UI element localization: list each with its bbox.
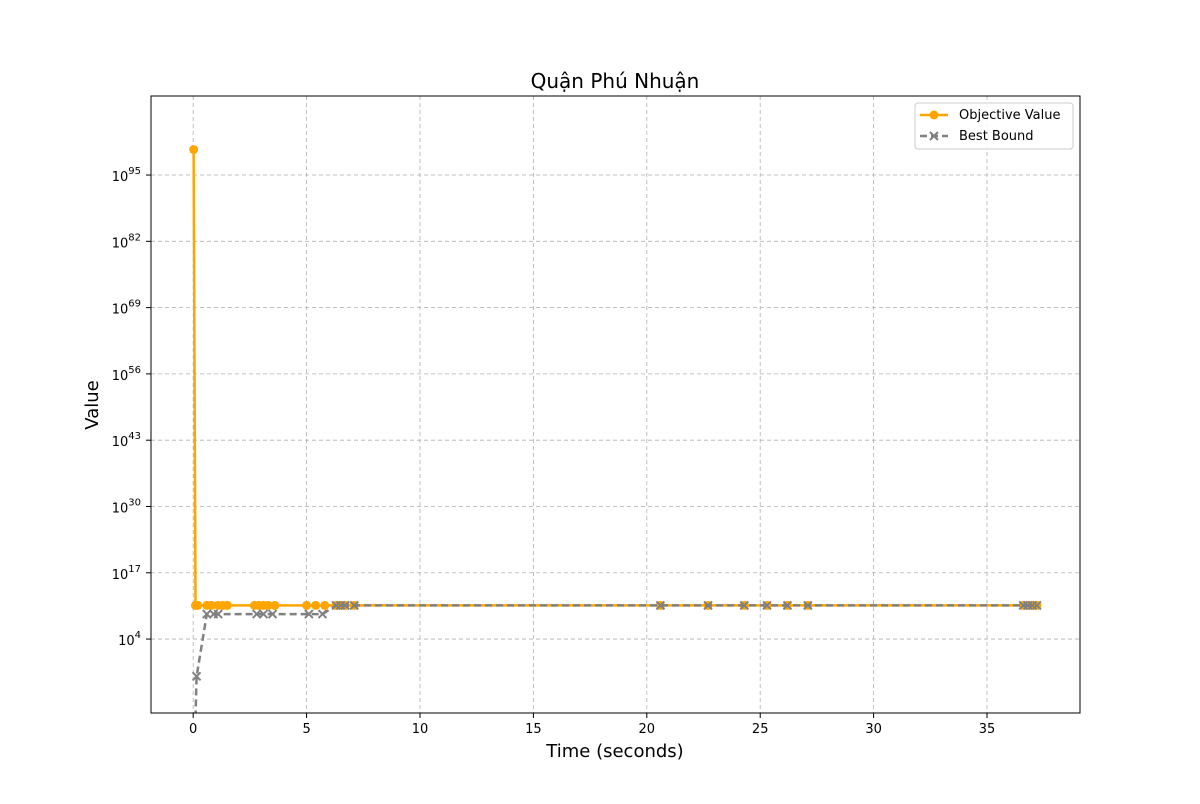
y-tick-label: 1056 <box>112 365 141 384</box>
x-axis-label: Time (seconds) <box>545 741 683 762</box>
x-tick-label: 35 <box>979 722 996 737</box>
x-tick-label: 10 <box>412 722 429 737</box>
objective-value-point <box>193 600 203 610</box>
best-bound-point <box>317 609 328 619</box>
objective-value-point <box>189 145 199 155</box>
objective-value-point <box>302 600 312 610</box>
legend: Objective Value Best Bound <box>914 102 1074 150</box>
best-bound-point <box>703 600 713 611</box>
y-tick-label: 1017 <box>112 564 141 583</box>
legend-bound-marker <box>929 131 939 141</box>
y-axis-label: Value <box>82 380 103 429</box>
y-tick-label: 1082 <box>112 232 141 251</box>
chart-title: Quận Phú Nhuận <box>531 69 700 93</box>
best-bound-point <box>762 600 772 611</box>
x-tick-label: 20 <box>639 722 656 737</box>
best-bound-point <box>340 600 350 611</box>
best-bound-point <box>739 600 750 611</box>
objective-value-point <box>270 600 280 610</box>
y-tick-label: 104 <box>118 630 141 649</box>
best-bound-point <box>349 600 359 611</box>
legend-objective-marker <box>929 110 939 120</box>
plot-frame <box>150 95 1081 714</box>
best-bound-point <box>782 600 793 611</box>
objective-value-point <box>222 600 232 610</box>
series-line-objective-value <box>192 149 1037 607</box>
best-bound-point <box>267 609 278 619</box>
best-bound-point <box>190 757 198 765</box>
best-bound-point <box>251 609 262 619</box>
objective-value-point <box>311 600 321 610</box>
series-line-best-bound <box>194 604 1037 713</box>
x-tick-label: 0 <box>189 722 197 737</box>
y-axis-ticks: 104 1017 1030 1043 1056 1069 1082 1095 <box>112 166 151 649</box>
best-bound-point <box>191 671 202 681</box>
best-bound-point <box>202 609 212 619</box>
y-tick-label: 1095 <box>112 166 141 185</box>
legend-box <box>914 102 1074 150</box>
best-bound-point <box>213 609 223 619</box>
best-bound-point <box>304 609 314 619</box>
x-axis-ticks: 0 5 10 15 20 25 30 35 <box>189 713 995 737</box>
series-layer <box>189 145 1042 765</box>
best-bound-point <box>655 600 666 611</box>
objective-value-point <box>263 600 273 610</box>
best-bound-point <box>803 600 813 611</box>
legend-objective-label: Objective Value <box>959 108 1060 123</box>
y-tick-label: 1030 <box>112 497 141 516</box>
best-bound-point <box>258 609 269 619</box>
y-tick-label: 1069 <box>112 299 141 318</box>
grid-lines <box>151 96 1080 713</box>
best-bound-point <box>1032 600 1042 611</box>
x-tick-label: 5 <box>302 722 310 737</box>
objective-value-point <box>320 600 330 610</box>
x-tick-label: 30 <box>865 722 882 737</box>
x-tick-label: 25 <box>752 722 769 737</box>
objective-value-point <box>206 600 216 610</box>
legend-bound-label: Best Bound <box>959 129 1034 144</box>
x-tick-label: 15 <box>525 722 542 737</box>
y-tick-label: 1043 <box>112 431 141 450</box>
